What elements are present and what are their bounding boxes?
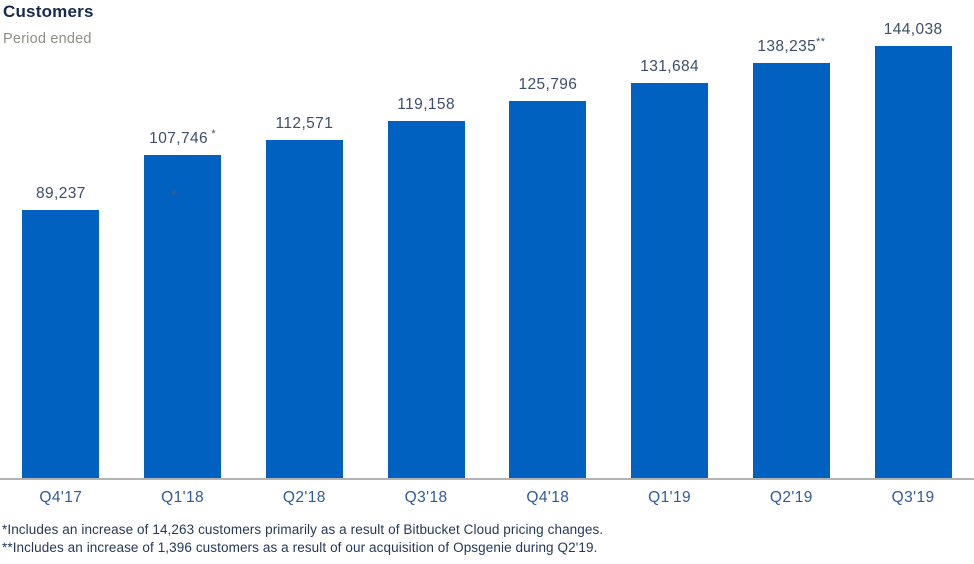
bar-column: 144,038: [852, 0, 974, 478]
x-tick-label: Q1'18: [161, 489, 205, 506]
bar-column: 119,158: [365, 0, 487, 478]
x-tick-label: Q3'18: [404, 489, 448, 506]
bar-value-label: 112,571: [275, 115, 334, 133]
bar-value-label: 89,237: [35, 185, 86, 203]
bar-value-label: 138,235**: [757, 36, 826, 56]
bar-column: 112,571: [244, 0, 366, 478]
x-tick-label: Q2'19: [769, 489, 813, 506]
footnote-marker: **: [816, 36, 826, 49]
x-tick-label: Q1'19: [648, 489, 692, 506]
x-tick-label: Q4'18: [526, 489, 570, 506]
bar: [752, 63, 830, 478]
bar: [509, 100, 587, 478]
chart-header: Customers Period ended: [3, 2, 94, 47]
footnote-line-1: *Includes an increase of 14,263 customer…: [2, 522, 604, 537]
bar-column: 125,796: [487, 0, 609, 478]
bar-column: 107,746 *: [122, 0, 244, 478]
footnote-line-2: **Includes an increase of 1,396 customer…: [2, 540, 598, 555]
bar-value-label: 125,796: [518, 75, 578, 93]
bar-chart: 89,237 107,746 * 112,571 119,158 125,796 131,…: [0, 0, 974, 507]
chart-subtitle: Period ended: [3, 31, 92, 47]
x-tick-label: Q4'17: [39, 489, 83, 506]
bar: [387, 120, 465, 478]
bar: [22, 210, 100, 478]
x-axis-line: [0, 478, 974, 480]
bar-value-label: 144,038: [883, 21, 943, 38]
bar-value-label: 131,684: [640, 58, 700, 76]
x-tick-label: Q3'19: [891, 489, 935, 506]
bar-column: 89,237: [0, 0, 122, 478]
bar-value-label: 119,158: [397, 95, 455, 113]
stray-asterisk-artifact: *: [171, 188, 178, 205]
bar: [144, 154, 222, 478]
chart-title: Customers: [3, 2, 94, 21]
bar-column: 131,684: [609, 0, 731, 478]
bar: [631, 83, 709, 478]
footnotes: *Includes an increase of 14,263 customer…: [2, 521, 603, 557]
x-axis: Q4'17 Q1'18 Q2'18 Q3'18 Q4'18 Q1'19 Q2'19 Q3'19: [0, 480, 974, 507]
bar-value-label: 107,746 *: [149, 127, 217, 147]
bar: [265, 140, 343, 478]
plot: 89,237 107,746 * 112,571 119,158 125,796 131,…: [0, 0, 974, 478]
footnote-marker: *: [208, 127, 217, 140]
x-tick-label: Q2'18: [282, 489, 326, 506]
bar-column: 138,235**: [731, 0, 853, 478]
bar: [874, 46, 952, 478]
